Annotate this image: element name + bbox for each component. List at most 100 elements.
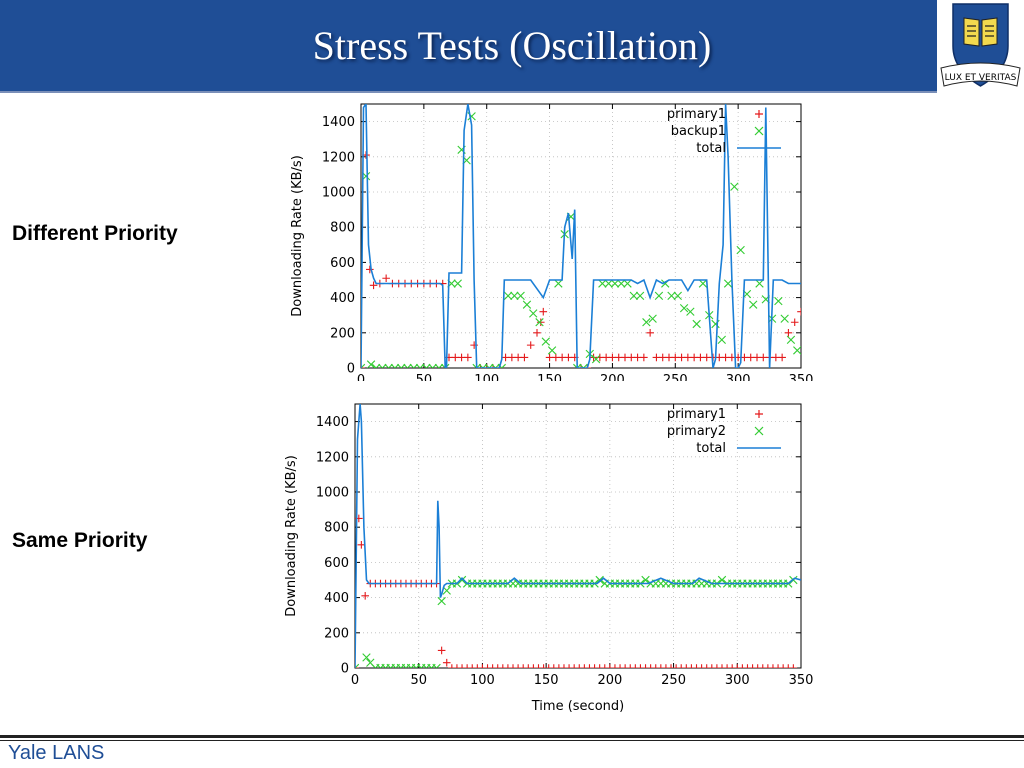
data-point-backup1 xyxy=(415,363,425,368)
data-point-primary1 xyxy=(723,664,731,668)
data-point-primary1 xyxy=(778,353,786,362)
data-point-backup1 xyxy=(629,291,638,301)
data-point-primary1 xyxy=(692,664,701,668)
footer-rule xyxy=(0,735,1024,738)
data-point-backup1 xyxy=(472,363,481,368)
data-point-primary1 xyxy=(718,664,726,668)
data-point-primary1 xyxy=(733,664,742,668)
data-point-primary1 xyxy=(682,664,691,668)
data-point-backup1 xyxy=(717,335,726,345)
data-point-backup1 xyxy=(441,363,450,368)
data-point-primary1 xyxy=(631,664,640,668)
data-point-backup1 xyxy=(510,291,519,301)
data-point-primary1 xyxy=(519,664,528,668)
data-point-backup1 xyxy=(786,335,796,345)
data-point-primary1 xyxy=(575,664,584,668)
data-point-backup1 xyxy=(516,291,525,301)
chart-svg: 0 50 100 150 200 250 300 350 0 200 400 600 800 1000 12… xyxy=(290,103,814,388)
data-point-backup1 xyxy=(403,363,412,368)
data-point-primary1 xyxy=(743,664,752,668)
plot-frame xyxy=(360,103,802,369)
data-point-primary1 xyxy=(560,664,568,668)
data-point-backup1 xyxy=(774,296,783,306)
yale-shield-icon: LUX ET VERITAS xyxy=(937,0,1024,93)
legend-swatch xyxy=(754,426,764,436)
data-point-primary2 xyxy=(362,653,371,662)
x-tick-label: 300 xyxy=(725,673,750,688)
data-point-primary1 xyxy=(499,664,507,668)
data-point-primary1 xyxy=(555,664,563,668)
data-point-backup1 xyxy=(654,291,664,301)
data-point-backup1 xyxy=(390,363,400,368)
data-point-primary1 xyxy=(534,664,543,668)
data-point-backup1 xyxy=(503,291,513,301)
x-tick-label: 150 xyxy=(534,673,559,688)
legend-label: primary2 xyxy=(667,424,726,439)
y-tick-label: 1000 xyxy=(322,186,355,201)
data-point-primary1 xyxy=(529,664,538,668)
plot-area xyxy=(361,104,801,368)
different-priority-label: Different Priority xyxy=(12,222,178,245)
y-tick-label: 800 xyxy=(330,221,355,236)
data-point-primary2 xyxy=(432,663,441,668)
x-tick-label: 350 xyxy=(789,373,814,381)
data-point-primary1 xyxy=(774,664,782,668)
series-line-total xyxy=(361,104,801,368)
data-point-primary1 xyxy=(488,664,497,668)
data-point-primary2 xyxy=(457,575,467,585)
data-point-primary1 xyxy=(595,664,604,668)
y-tick-label: 800 xyxy=(324,521,349,536)
x-tick-label: 0 xyxy=(351,673,359,688)
x-tick-label: 200 xyxy=(600,373,625,381)
y-tick-label: 200 xyxy=(324,626,349,641)
data-point-primary1 xyxy=(442,658,451,667)
data-point-primary1 xyxy=(464,353,472,362)
data-point-backup1 xyxy=(755,279,764,288)
data-point-backup1 xyxy=(604,279,613,288)
data-point-primary1 xyxy=(640,353,648,362)
data-point-primary1 xyxy=(565,664,573,668)
data-point-backup1 xyxy=(554,279,563,288)
data-point-backup1 xyxy=(736,245,745,255)
data-point-primary1 xyxy=(478,664,487,668)
y-tick-label: 1400 xyxy=(316,415,349,430)
data-point-primary1 xyxy=(600,664,609,668)
data-point-primary1 xyxy=(789,664,798,668)
data-point-primary1 xyxy=(651,664,660,668)
data-point-primary1 xyxy=(514,664,522,668)
y-tick-label: 1000 xyxy=(316,486,349,501)
chart-same-priority: 0 50 100 150 200 250 300 350 0 200 400 600 800 1000 12… xyxy=(264,398,824,733)
y-tick-label: 400 xyxy=(324,591,349,606)
slide-title: Stress Tests (Oscillation) xyxy=(312,23,712,68)
data-point-primary1 xyxy=(533,329,541,337)
data-point-backup1 xyxy=(749,300,758,309)
x-tick-label: 350 xyxy=(789,673,814,688)
data-point-primary1 xyxy=(585,664,594,668)
data-point-backup1 xyxy=(698,279,708,288)
data-point-backup1 xyxy=(723,279,733,288)
data-point-backup1 xyxy=(617,279,626,288)
title-bar-rule xyxy=(0,91,1024,93)
x-tick-label: 250 xyxy=(663,373,688,381)
y-tick-label: 1400 xyxy=(322,115,355,130)
data-point-primary1 xyxy=(621,664,629,668)
data-point-primary1 xyxy=(646,329,654,337)
data-point-primary1 xyxy=(657,664,665,668)
data-point-backup1 xyxy=(378,363,387,368)
data-point-backup1 xyxy=(529,309,538,318)
legend-label: primary1 xyxy=(667,407,726,422)
logo-motto: LUX ET VERITAS xyxy=(945,73,1017,83)
data-point-primary1 xyxy=(697,664,706,668)
data-point-primary1 xyxy=(539,307,548,316)
data-point-primary1 xyxy=(504,664,512,668)
data-point-backup1 xyxy=(610,279,620,288)
x-tick-label: 100 xyxy=(474,373,499,381)
data-point-primary1 xyxy=(636,664,645,668)
data-point-backup1 xyxy=(635,291,645,301)
data-point-primary1 xyxy=(708,664,716,668)
legend-label: backup1 xyxy=(671,124,726,139)
data-point-primary2 xyxy=(355,663,360,668)
data-point-backup1 xyxy=(673,291,682,301)
data-point-backup1 xyxy=(692,319,701,329)
data-point-backup1 xyxy=(366,360,376,368)
